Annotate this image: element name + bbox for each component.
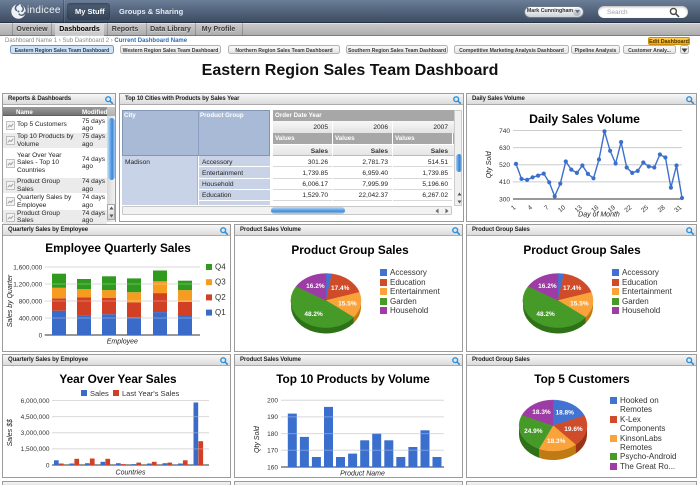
svg-text:Employee: Employee [107, 339, 138, 346]
svg-text:0: 0 [46, 462, 50, 469]
svg-text:Employee Quarterly Sales: Employee Quarterly Sales [45, 241, 191, 255]
svg-text:Top 5 Customers: Top 5 Customers [534, 372, 630, 386]
svg-text:13: 13 [574, 204, 584, 214]
svg-text:1,200,000: 1,200,000 [13, 281, 42, 288]
svg-text:31: 31 [673, 204, 683, 214]
svg-text:15.5%: 15.5% [570, 301, 589, 308]
svg-text:Sales by Quarter: Sales by Quarter [7, 274, 14, 327]
svg-text:28: 28 [657, 204, 667, 214]
svg-text:300: 300 [499, 196, 510, 203]
svg-text:0: 0 [39, 332, 43, 339]
svg-text:25: 25 [640, 204, 650, 214]
svg-text:24.9%: 24.9% [524, 428, 543, 435]
svg-text:400,000: 400,000 [19, 315, 43, 322]
svg-text:1: 1 [510, 204, 518, 212]
svg-text:19: 19 [607, 204, 617, 214]
svg-text:Q1: Q1 [215, 308, 226, 317]
svg-text:Sales $$: Sales $$ [7, 419, 14, 446]
svg-text:7: 7 [543, 204, 551, 212]
svg-text:18.3%: 18.3% [547, 438, 566, 445]
svg-text:800,000: 800,000 [19, 298, 43, 305]
svg-text:200: 200 [267, 398, 278, 405]
svg-text:17.4%: 17.4% [563, 285, 582, 292]
svg-text:Product Group Sales: Product Group Sales [523, 243, 641, 257]
svg-text:Year Over Year Sales: Year Over Year Sales [59, 372, 177, 386]
svg-text:4,500,000: 4,500,000 [21, 414, 50, 421]
svg-text:17.4%: 17.4% [331, 285, 350, 292]
svg-text:10: 10 [557, 204, 567, 214]
svg-text:Q4: Q4 [215, 263, 226, 272]
svg-text:520: 520 [499, 162, 510, 169]
svg-text:1,500,000: 1,500,000 [21, 446, 50, 453]
svg-text:15.5%: 15.5% [338, 301, 357, 308]
svg-text:18.3%: 18.3% [532, 409, 551, 416]
svg-text:Countries: Countries [116, 470, 146, 477]
svg-text:1,600,000: 1,600,000 [13, 264, 42, 271]
svg-text:Daily Sales Volume: Daily Sales Volume [529, 112, 640, 126]
svg-text:Day of Month: Day of Month [578, 212, 620, 219]
svg-text:Product Name: Product Name [340, 471, 385, 478]
svg-text:740: 740 [499, 128, 510, 135]
svg-text:Q2: Q2 [215, 293, 226, 302]
svg-text:19.6%: 19.6% [564, 426, 583, 433]
svg-text:160: 160 [267, 464, 278, 471]
svg-text:180: 180 [267, 431, 278, 438]
svg-text:16.2%: 16.2% [538, 283, 557, 290]
svg-text:170: 170 [267, 448, 278, 455]
svg-text:6,000,000: 6,000,000 [21, 398, 50, 405]
svg-text:410: 410 [499, 179, 510, 186]
svg-text:630: 630 [499, 145, 510, 152]
svg-text:Top 10 Products by Volume: Top 10 Products by Volume [276, 372, 430, 386]
svg-text:Product Group Sales: Product Group Sales [291, 243, 409, 257]
svg-text:Last Year's Sales: Last Year's Sales [122, 389, 180, 398]
svg-text:22: 22 [623, 204, 633, 214]
svg-text:Qty Sold: Qty Sold [486, 150, 493, 178]
svg-text:4: 4 [527, 204, 535, 212]
svg-text:190: 190 [267, 414, 278, 421]
svg-text:48.2%: 48.2% [304, 311, 323, 318]
svg-text:Q3: Q3 [215, 278, 226, 287]
svg-text:18.8%: 18.8% [555, 409, 574, 416]
svg-text:3,000,000: 3,000,000 [21, 430, 50, 437]
svg-text:48.2%: 48.2% [536, 311, 555, 318]
svg-text:16: 16 [590, 204, 600, 214]
svg-text:16.2%: 16.2% [306, 283, 325, 290]
svg-text:Qty Sold: Qty Sold [254, 425, 261, 453]
svg-text:Sales: Sales [90, 389, 109, 398]
